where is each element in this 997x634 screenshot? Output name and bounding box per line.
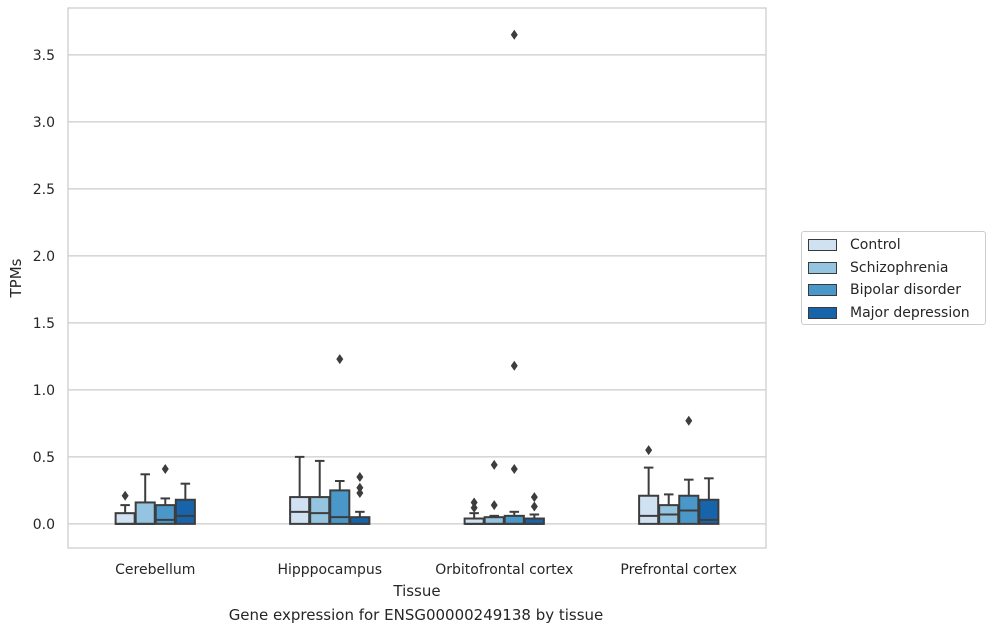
x-tick-label: Cerebellum [115, 562, 195, 578]
x-axis-label: Tissue [392, 582, 440, 600]
box-bipolar-disorder [678, 415, 700, 525]
y-tick-label: 0.5 [33, 450, 55, 466]
y-tick-label: 2.0 [33, 249, 55, 265]
box-bipolar-disorder [503, 29, 525, 525]
outlier-point [530, 501, 538, 512]
box-control [463, 497, 485, 525]
box-body [289, 496, 311, 525]
legend-label-bipolar-disorder: Bipolar disorder [850, 282, 962, 298]
outlier-point [490, 500, 498, 511]
box-schizophrenia [658, 493, 680, 525]
outlier-point [645, 445, 653, 456]
legend-item-schizophrenia: Schizophrenia [808, 258, 948, 278]
box-control [638, 445, 660, 525]
y-tick-label: 3.5 [33, 48, 55, 64]
box-bipolar-disorder [329, 354, 351, 525]
box-major-depression [698, 477, 720, 525]
box-body [329, 489, 351, 525]
legend-swatch-bipolar-disorder [808, 284, 837, 296]
gridlines [68, 54, 766, 525]
outlier-point [510, 463, 518, 474]
x-tick-label: Prefrontal cortex [620, 562, 737, 578]
box-body [698, 498, 720, 525]
legend-item-major-depression: Major depression [808, 303, 970, 323]
outlier-point [470, 502, 478, 513]
x-tick-labels: Cerebellum Hipppocampus Orbitofrontal cort… [115, 562, 737, 578]
outlier-point [356, 482, 364, 493]
y-tick-label: 0.0 [33, 517, 55, 533]
outlier-point [161, 463, 169, 474]
outlier-point [490, 459, 498, 470]
y-axis-label: TPMs [7, 258, 25, 298]
box-body [114, 512, 136, 525]
legend-swatch-schizophrenia [808, 262, 837, 274]
legend-label-schizophrenia: Schizophrenia [850, 260, 949, 276]
outlier-point [356, 471, 364, 482]
box-bipolar-disorder [154, 463, 176, 525]
x-tick-label: Orbitofrontal cortex [435, 562, 573, 578]
outlier-point [530, 492, 538, 503]
legend: Control Schizophrenia Bipolar disorder M… [801, 231, 986, 325]
x-tick-label: Hipppocampus [277, 562, 382, 578]
box-control [289, 455, 311, 525]
outlier-point [510, 29, 518, 40]
y-tick-label: 1.5 [33, 316, 55, 332]
box-major-depression [523, 492, 545, 525]
outlier-point [510, 360, 518, 371]
y-tick-label: 2.5 [33, 182, 55, 198]
outlier-point [685, 415, 693, 426]
legend-item-bipolar-disorder: Bipolar disorder [808, 280, 961, 300]
box-body [154, 504, 176, 525]
outlier-point [336, 354, 344, 365]
box-body [134, 501, 156, 525]
outlier-point [121, 490, 129, 501]
box-body [174, 498, 196, 525]
box-body [349, 516, 371, 525]
outlier-point [356, 488, 364, 499]
y-tick-label: 3.0 [33, 115, 55, 131]
plot-frame [67, 7, 767, 549]
chart-caption: Gene expression for ENSG00000249138 by t… [228, 606, 604, 624]
box-major-depression [174, 482, 196, 525]
legend-swatch-major-depression [808, 307, 837, 319]
legend-item-control: Control [808, 235, 901, 255]
box-body [483, 516, 505, 525]
box-major-depression [349, 471, 371, 525]
box-groups [114, 29, 720, 525]
legend-swatch-control [808, 239, 837, 251]
box-schizophrenia [309, 459, 331, 525]
outlier-point [470, 497, 478, 508]
legend-label-control: Control [850, 237, 901, 253]
box-body [503, 514, 525, 525]
y-tick-label: 1.0 [33, 383, 55, 399]
box-body [309, 496, 331, 525]
box-control [114, 490, 136, 525]
box-body [638, 494, 660, 525]
legend-label-major-depression: Major depression [850, 305, 970, 321]
y-tick-labels: 0.0 0.5 1.0 1.5 2.0 2.5 3.0 3.5 [33, 48, 55, 533]
box-schizophrenia [483, 459, 505, 525]
box-schizophrenia [134, 473, 156, 525]
